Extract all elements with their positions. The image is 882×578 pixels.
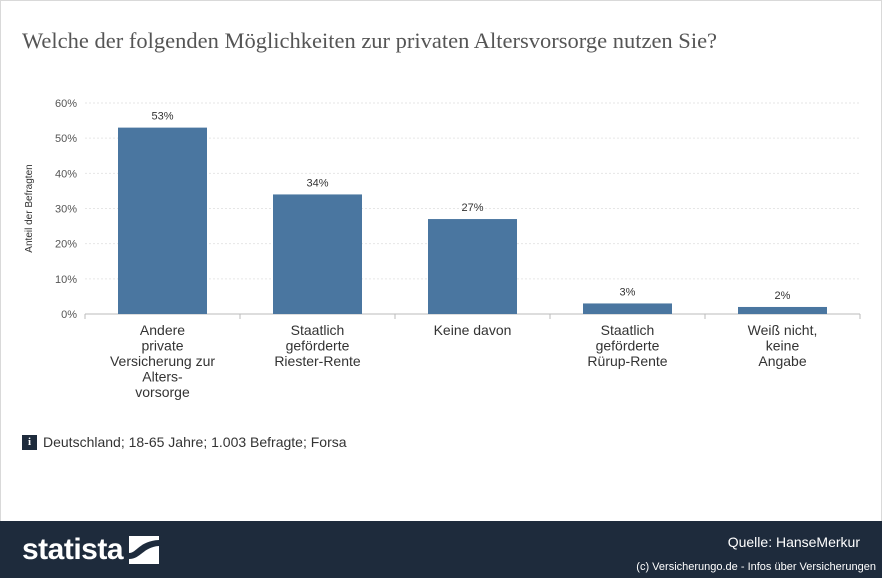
footnote-text: Deutschland; 18-65 Jahre; 1.003 Befragte… <box>43 434 347 450</box>
data-label: 3% <box>620 286 636 298</box>
bar <box>428 219 517 314</box>
data-label: 2% <box>775 290 791 302</box>
source-label: Quelle: HanseMerkur <box>727 534 860 550</box>
bar-chart: 0% 10% 20% 30% 40% 50% 60% Anteil der Befragten… <box>24 98 861 400</box>
logo-text: statista <box>22 533 124 566</box>
bar <box>738 306 827 314</box>
x-tick-label: Keine davon <box>434 322 512 338</box>
bar <box>118 127 207 314</box>
copyright-link[interactable]: (c) Versicherungo.de - Infos über Versic… <box>636 561 876 573</box>
bar <box>273 194 362 314</box>
y-tick-label: 10% <box>55 274 77 286</box>
data-label: 53% <box>151 111 173 123</box>
y-tick-label: 30% <box>55 204 77 216</box>
y-tick-label: 60% <box>55 98 77 110</box>
x-tick-label: Weiß nicht, keine Angabe <box>748 322 818 369</box>
data-label: 27% <box>461 202 483 214</box>
footnote: i Deutschland; 18-65 Jahre; 1.003 Befrag… <box>22 434 347 450</box>
statista-logo[interactable]: statista <box>22 533 160 567</box>
y-tick-label: 20% <box>55 239 77 251</box>
y-axis-label: Anteil der Befragten <box>24 164 35 252</box>
statista-mark-icon <box>129 536 160 564</box>
x-tick-label: Andere private Versicherung zur Alters-vors… <box>110 322 215 400</box>
chart-title: Welche der folgenden Möglichkeiten zur p… <box>22 28 718 53</box>
y-tick-label: 40% <box>55 168 77 180</box>
y-tick-label: 50% <box>55 133 77 145</box>
x-tick-label: Staatlich geförderte Rürup-Rente <box>587 322 667 369</box>
info-icon[interactable]: i <box>22 434 37 450</box>
y-tick-label: 0% <box>61 309 77 321</box>
footer-bar: statista Quelle: HanseMerkur (c) Versich… <box>0 521 882 578</box>
data-label: 34% <box>306 177 328 189</box>
bar <box>583 303 672 314</box>
x-tick-label: Staatlich geförderte Riester-Rente <box>274 322 361 369</box>
